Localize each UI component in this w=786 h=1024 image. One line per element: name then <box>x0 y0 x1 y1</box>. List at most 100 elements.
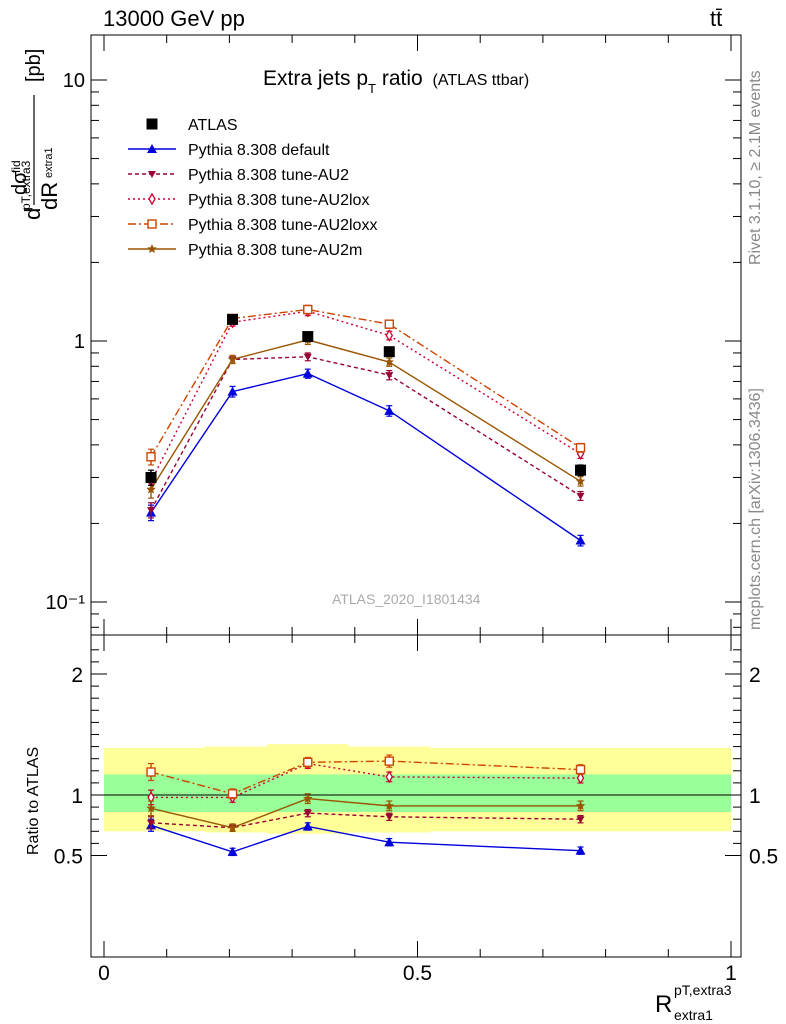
data-point <box>302 368 313 378</box>
series-line <box>150 372 581 542</box>
series-pythia-8-308-tune-au2loxx <box>146 754 586 800</box>
ratio-ticks: 0.5 0.5 1 1 2 2 0 0.5 1 <box>54 635 778 985</box>
data-point <box>302 331 314 343</box>
ratio-y-tick-label-right: 1 <box>749 785 761 808</box>
data-point <box>227 386 238 396</box>
main-y-ticks: 10 1 10⁻¹ <box>46 35 741 635</box>
ratio-series <box>146 754 586 857</box>
data-point <box>576 771 585 785</box>
data-point <box>384 405 395 415</box>
data-point <box>575 443 586 453</box>
data-point <box>576 816 585 824</box>
svg-text:dR: dR <box>37 182 62 210</box>
main-y-label: d dσ fid pT,extra3 dR extra1 [pb] <box>9 49 62 220</box>
uncertainty-bands <box>104 744 731 834</box>
data-point <box>385 372 394 380</box>
data-point <box>383 346 395 358</box>
series-pythia-8-308-tune-au2m <box>146 334 586 499</box>
data-point <box>146 767 156 777</box>
svg-text:pT,extra3: pT,extra3 <box>674 982 732 998</box>
y-tick-label: 1 <box>74 331 85 353</box>
data-point <box>385 770 394 784</box>
data-point <box>303 757 313 768</box>
data-point <box>384 357 394 367</box>
legend-label: Pythia 8.308 tune-AU2lox <box>188 192 369 209</box>
data-point <box>303 304 313 315</box>
data-point <box>575 800 586 810</box>
series-line <box>150 339 581 490</box>
legend-entry: Pythia 8.308 default <box>128 142 330 159</box>
series-pythia-8-308-tune-au2m <box>146 793 586 832</box>
legend-label: Pythia 8.308 tune-AU2loxx <box>188 217 377 234</box>
x-tick-label: 0 <box>98 962 110 985</box>
header-process: 13000 GeV pp <box>103 6 245 31</box>
data-point <box>227 313 239 325</box>
data-point <box>384 800 394 810</box>
svg-text:dσ: dσ <box>9 171 31 195</box>
svg-text:extra1: extra1 <box>674 1007 713 1023</box>
legend-entry: Pythia 8.308 tune-AU2lox <box>128 192 369 209</box>
series-line <box>150 356 581 511</box>
series-line <box>150 308 581 458</box>
data-point <box>303 353 312 361</box>
legend-entry: Pythia 8.308 tune-AU2loxx <box>128 217 377 234</box>
header-final-state: tt̄ <box>710 6 722 31</box>
data-point <box>227 789 238 799</box>
series-pythia-8-308-tune-au2lox <box>147 304 585 491</box>
y-tick-label: 10 <box>63 70 85 92</box>
data-point <box>575 464 587 476</box>
data-point <box>145 471 157 483</box>
legend-label: Pythia 8.308 tune-AU2m <box>188 242 362 259</box>
data-point <box>575 535 586 545</box>
legend-label: ATLAS <box>188 117 238 134</box>
data-point <box>385 813 394 821</box>
data-point <box>575 845 586 855</box>
series-pythia-8-308-tune-au2 <box>147 352 585 519</box>
ratio-y-tick-label: 0.5 <box>54 846 83 869</box>
main-series <box>145 304 587 547</box>
legend-entry: ATLAS <box>146 117 238 134</box>
legend-entry: Pythia 8.308 tune-AU2m <box>128 242 362 259</box>
data-point <box>146 452 156 462</box>
legend-label: Pythia 8.308 tune-AU2 <box>188 167 349 184</box>
svg-text:extra1: extra1 <box>43 147 55 178</box>
data-point <box>384 837 395 847</box>
data-point <box>384 756 394 766</box>
data-point <box>385 329 394 342</box>
chart-title: Extra jets pT ratio (ATLAS ttbar) <box>263 67 529 96</box>
series-atlas <box>145 313 587 486</box>
data-point <box>147 244 157 253</box>
band-green <box>104 774 205 812</box>
data-point <box>146 484 156 494</box>
ratio-y-tick-label: 1 <box>71 785 83 808</box>
analysis-watermark: ATLAS_2020_I1801434 <box>332 591 481 607</box>
data-point <box>303 810 312 818</box>
svg-text:R: R <box>655 991 672 1018</box>
data-point <box>148 171 156 178</box>
data-point <box>147 219 157 229</box>
ratio-panel: 0.5 0.5 1 1 2 2 0 0.5 1 Ratio to ATLAS R pT,extr… <box>25 634 778 1023</box>
data-point <box>147 507 156 515</box>
y-tick-label: 10⁻¹ <box>46 592 86 614</box>
data-point <box>227 846 238 856</box>
ratio-y-tick-label-right: 2 <box>749 664 761 687</box>
x-tick-label: 0.5 <box>403 962 432 985</box>
series-pythia-8-308-default <box>146 818 586 857</box>
data-point <box>302 821 313 831</box>
band-green <box>267 774 349 812</box>
data-point <box>227 822 238 832</box>
data-point <box>146 803 156 813</box>
ratio-y-tick-label: 2 <box>71 664 83 687</box>
legend-label: Pythia 8.308 default <box>188 142 330 159</box>
data-point <box>148 192 156 206</box>
legend: ATLAS Pythia 8.308 default Pythia 8.308 tu… <box>128 117 377 259</box>
data-point <box>147 819 156 827</box>
svg-text:d: d <box>20 208 45 220</box>
series-line <box>150 812 581 829</box>
series-pythia-8-308-tune-au2loxx <box>146 304 586 466</box>
ratio-y-tick-label-right: 0.5 <box>749 846 778 869</box>
svg-text:[pb]: [pb] <box>23 49 45 82</box>
data-point <box>384 319 394 329</box>
data-point <box>147 144 157 153</box>
